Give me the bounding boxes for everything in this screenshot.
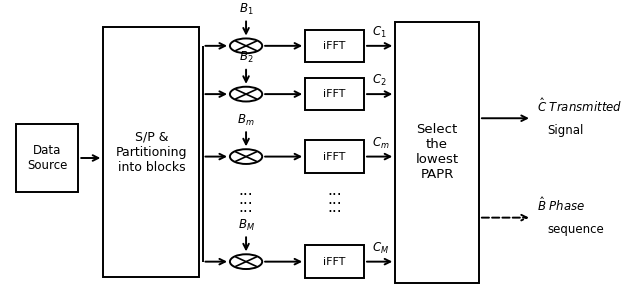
Text: sequence: sequence [547,223,604,236]
Text: iFFT: iFFT [323,89,346,99]
Text: ...: ... [327,192,342,207]
Text: ...: ... [327,183,342,198]
Text: $C_{2}$: $C_{2}$ [372,73,386,88]
Text: ...: ... [239,183,253,198]
Text: iFFT: iFFT [323,257,346,267]
Text: Select
the
lowest
PAPR: Select the lowest PAPR [415,123,459,181]
Text: $\hat{C}$ Transmitted: $\hat{C}$ Transmitted [537,97,622,115]
Bar [305,30,364,62]
Bar [305,245,364,278]
Text: $C_{M}$: $C_{M}$ [372,241,388,256]
Text: iFFT: iFFT [323,41,346,51]
Bar [395,22,479,283]
Bar [305,78,364,110]
Text: $B_{2}$: $B_{2}$ [239,50,253,65]
Bar [305,140,364,173]
Bar [103,27,200,277]
Text: $C_{1}$: $C_{1}$ [372,25,386,40]
Text: ...: ... [239,192,253,207]
Text: $C_{m}$: $C_{m}$ [372,136,389,151]
Text: $B_{M}$: $B_{M}$ [237,218,255,233]
Text: $B_{1}$: $B_{1}$ [239,2,253,17]
Text: ...: ... [239,200,253,215]
Text: Data
Source: Data Source [27,144,67,172]
Bar [16,124,78,192]
Text: $\hat{B}$ Phase: $\hat{B}$ Phase [537,196,585,214]
Text: Signal: Signal [547,124,584,137]
Text: S/P &
Partitioning
into blocks: S/P & Partitioning into blocks [116,131,187,174]
Text: $B_{m}$: $B_{m}$ [237,113,255,128]
Text: iFFT: iFFT [323,152,346,162]
Text: ...: ... [327,200,342,215]
